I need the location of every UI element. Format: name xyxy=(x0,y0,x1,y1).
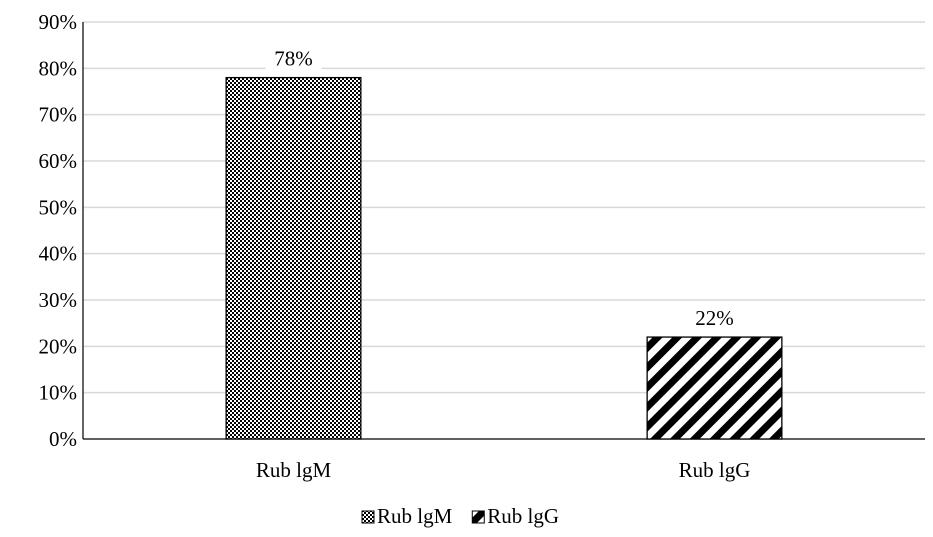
y-tick-label: 40% xyxy=(39,242,78,266)
y-tick-label: 90% xyxy=(39,10,78,34)
data-label-background xyxy=(265,43,322,72)
axes xyxy=(82,22,925,440)
legend-item-rub-lgg: Rub lgG xyxy=(471,504,559,528)
legend-swatch xyxy=(361,510,375,524)
category-labels: Rub lgM Rub lgG xyxy=(256,458,751,482)
legend: Rub lgM Rub lgG xyxy=(361,504,559,528)
data-label: 22% xyxy=(695,306,734,330)
y-axis-ticks: 0% 10% 20% 30% 40% 50% 60% 70% 80% 90% xyxy=(39,10,78,451)
y-tick-label: 70% xyxy=(39,103,78,127)
y-tick-label: 80% xyxy=(39,56,78,80)
data-labels: 78% 22% xyxy=(265,43,743,332)
bar-rub-lgm xyxy=(225,76,362,440)
x-category-label: Rub lgG xyxy=(679,458,751,482)
data-label: 78% xyxy=(274,47,313,71)
y-tick-label: 10% xyxy=(39,381,78,405)
y-tick-label: 30% xyxy=(39,288,78,312)
legend-label: Rub lgM xyxy=(377,504,453,528)
y-tick-label: 0% xyxy=(49,427,77,451)
bars xyxy=(225,76,783,440)
bar-rub-lgg xyxy=(646,336,783,440)
y-tick-label: 60% xyxy=(39,149,78,173)
legend-label: Rub lgG xyxy=(487,504,559,528)
legend-swatch xyxy=(471,510,485,524)
y-tick-label: 20% xyxy=(39,334,78,358)
legend-item-rub-lgm: Rub lgM xyxy=(361,504,453,528)
y-tick-label: 50% xyxy=(39,195,78,219)
grid-lines xyxy=(83,21,925,394)
x-category-label: Rub lgM xyxy=(256,458,332,482)
data-label-background xyxy=(686,303,743,332)
